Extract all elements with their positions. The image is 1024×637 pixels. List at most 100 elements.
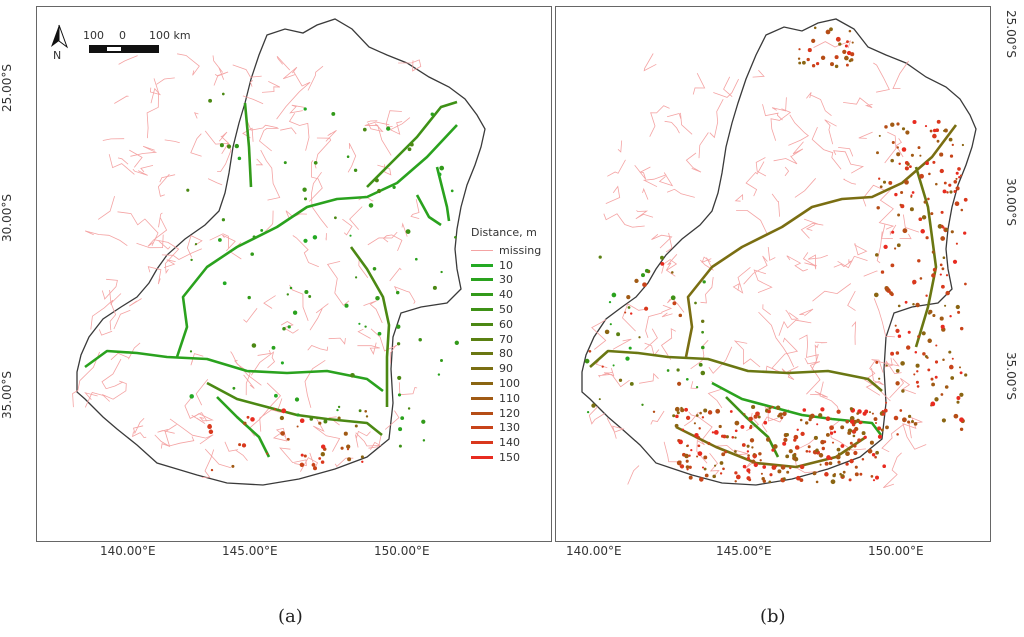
caption-b: (b)	[760, 606, 786, 627]
river-segment-missing	[132, 431, 147, 439]
legend-entry: 150	[471, 450, 541, 465]
river-segment-measured	[349, 246, 391, 407]
x-tick-b-145: 145.00°E	[716, 544, 772, 558]
river-point-measured	[208, 98, 213, 103]
river-segment-missing	[603, 213, 645, 228]
river-point-measured	[753, 414, 758, 419]
river-point-measured	[797, 57, 801, 60]
river-point-measured	[796, 428, 799, 431]
river-point-measured	[871, 412, 874, 415]
river-point-measured	[280, 361, 284, 365]
river-point-measured	[748, 471, 751, 474]
river-point-measured	[844, 44, 848, 48]
river-point-measured	[851, 429, 857, 434]
river-segment-missing	[217, 135, 232, 173]
river-point-measured	[874, 455, 877, 459]
river-segment-missing	[785, 309, 800, 320]
river-segment-missing	[903, 214, 920, 233]
river-point-measured	[840, 425, 845, 430]
legend-swatch	[471, 367, 493, 371]
river-segment-missing	[639, 372, 659, 384]
river-point-measured	[959, 174, 963, 177]
river-point-measured	[767, 409, 771, 414]
river-point-measured	[313, 160, 318, 165]
river-segment-measured	[243, 102, 253, 188]
river-point-measured	[949, 190, 953, 194]
river-point-measured	[719, 472, 723, 475]
river-segment-missing	[190, 133, 202, 157]
river-point-measured	[882, 180, 887, 184]
river-point-measured	[437, 373, 441, 376]
river-point-measured	[677, 381, 682, 386]
river-segment-missing	[308, 160, 323, 202]
river-point-measured	[771, 405, 774, 409]
river-segment-missing	[634, 164, 651, 180]
river-point-measured	[601, 365, 604, 368]
river-segment-missing	[117, 157, 129, 165]
river-point-measured	[895, 381, 900, 386]
river-point-measured	[872, 479, 876, 482]
river-point-measured	[911, 420, 914, 423]
river-segment-missing	[661, 304, 673, 313]
river-segment-missing	[649, 105, 670, 137]
river-segment-missing	[355, 432, 382, 451]
river-point-measured	[856, 412, 860, 415]
river-point-measured	[374, 178, 379, 183]
river-point-measured	[909, 207, 914, 212]
river-point-measured	[303, 454, 307, 458]
river-point-measured	[807, 445, 811, 449]
river-point-measured	[695, 414, 699, 417]
river-segment-missing	[895, 138, 904, 158]
river-point-measured	[311, 463, 316, 467]
river-point-measured	[701, 466, 705, 469]
river-segment-missing	[272, 427, 288, 442]
river-segment-missing	[288, 112, 310, 151]
river-point-measured	[854, 465, 858, 469]
river-point-measured	[703, 467, 707, 471]
river-point-measured	[857, 438, 861, 443]
y-tick-a-30: 30.00°S	[0, 194, 14, 242]
river-point-measured	[948, 350, 952, 354]
river-point-measured	[955, 171, 959, 175]
river-point-measured	[904, 161, 909, 165]
river-point-measured	[878, 377, 881, 380]
river-segment-missing	[651, 233, 673, 249]
river-point-measured	[904, 166, 909, 171]
river-point-measured	[849, 407, 854, 411]
river-point-measured	[818, 413, 823, 418]
river-point-measured	[907, 330, 911, 334]
river-segment-missing	[644, 328, 658, 350]
river-segment-missing	[771, 97, 787, 112]
river-point-measured	[700, 319, 705, 324]
river-segment-missing	[627, 465, 640, 485]
river-point-measured	[780, 465, 786, 470]
river-point-measured	[439, 165, 445, 171]
river-point-measured	[780, 416, 784, 420]
river-point-measured	[674, 406, 680, 412]
river-point-measured	[685, 465, 690, 469]
river-segment-missing	[224, 441, 239, 452]
river-point-measured	[919, 154, 922, 157]
river-point-measured	[698, 362, 703, 367]
river-segment-missing	[358, 256, 369, 278]
river-point-measured	[628, 346, 632, 350]
river-segment-missing	[819, 381, 840, 411]
river-point-measured	[808, 414, 814, 420]
river-segment-missing	[773, 155, 798, 165]
river-point-measured	[953, 189, 957, 194]
river-segment-missing	[708, 346, 733, 374]
river-point-measured	[280, 431, 285, 436]
river-point-measured	[584, 358, 590, 364]
river-point-measured	[707, 410, 713, 415]
river-segment-missing	[363, 300, 383, 324]
river-segment-missing	[242, 95, 264, 105]
river-point-measured	[949, 364, 954, 370]
legend-entry: 70	[471, 332, 541, 347]
river-segment-missing	[733, 340, 761, 368]
river-segment-missing	[209, 233, 229, 249]
x-tick-b-150: 150.00°E	[868, 544, 924, 558]
river-point-measured	[644, 268, 649, 273]
river-segment-missing	[193, 413, 214, 422]
river-point-measured	[885, 401, 888, 404]
river-point-measured	[375, 295, 380, 301]
